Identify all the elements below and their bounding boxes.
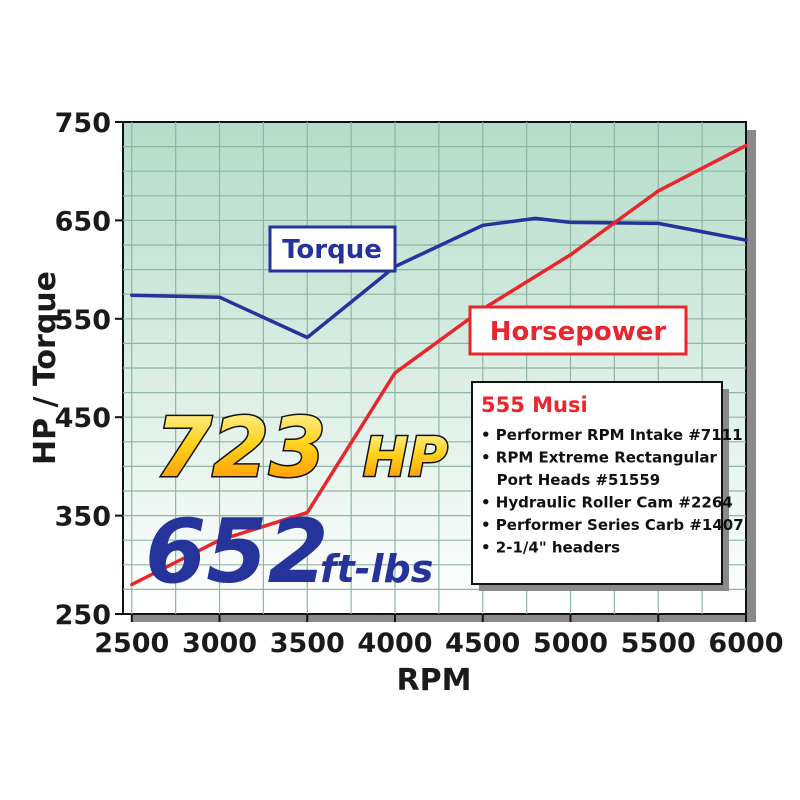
x-tick-label: 3500 (270, 628, 345, 659)
x-tick-label: 4000 (357, 628, 432, 659)
spec-box: 555 Musi • Performer RPM Intake #7111 • R… (471, 381, 744, 591)
y-tick-label: 450 (55, 403, 111, 434)
spec-box-item: • Hydraulic Roller Cam #2264 (481, 494, 733, 512)
torque-label-text: Torque (282, 235, 382, 265)
hp-callout-unit: HP (363, 426, 448, 489)
horsepower-series-line (130, 143, 748, 587)
spec-box-item: • Performer RPM Intake #7111 (481, 426, 743, 444)
y-axis-title: HP / Torque (28, 271, 63, 465)
x-tick-label: 5500 (621, 628, 696, 659)
hp-callout-value: 723 (155, 401, 326, 496)
spec-box-item: • 2-1/4" headers (481, 539, 620, 557)
horsepower-label-box (468, 305, 688, 356)
x-axis-ticks: 2500 3000 3500 4000 4500 5000 5500 6000 (94, 614, 784, 659)
x-tick-label: 4500 (445, 628, 520, 659)
spec-box-items: • Performer RPM Intake #7111 • RPM Extrem… (481, 426, 744, 557)
x-tick-label: 2500 (94, 628, 169, 659)
horsepower-label-text: Horsepower (490, 317, 667, 347)
spec-box-item: Port Heads #51559 (481, 471, 660, 489)
torque-label: Torque (268, 225, 397, 273)
grid-lines (123, 122, 746, 614)
y-tick-label: 650 (55, 206, 111, 237)
y-tick-label: 550 (55, 305, 111, 336)
spec-box-item: • Performer Series Carb #1407 (481, 516, 744, 534)
y-axis-ticks: 250 350 450 550 650 750 (55, 108, 123, 631)
spec-box-item: • RPM Extreme Rectangular (481, 449, 717, 467)
y-tick-label: 750 (55, 108, 111, 139)
horsepower-label: Horsepower (468, 305, 688, 356)
y-tick-label: 250 (55, 600, 111, 631)
hp-callout: 723 HP (154, 400, 450, 498)
spec-box-title: 555 Musi (481, 393, 588, 417)
x-tick-label: 6000 (708, 628, 783, 659)
spec-box-panel (471, 381, 723, 585)
torque-callout: 652 ft-lbs (145, 500, 433, 603)
torque-callout-value: 652 (145, 500, 329, 603)
y-tick-label: 350 (55, 502, 111, 533)
x-tick-label: 3000 (182, 628, 257, 659)
torque-label-box (268, 225, 397, 273)
x-tick-label: 5000 (533, 628, 608, 659)
x-axis-title: RPM (397, 663, 472, 698)
torque-callout-unit: ft-lbs (320, 547, 433, 591)
